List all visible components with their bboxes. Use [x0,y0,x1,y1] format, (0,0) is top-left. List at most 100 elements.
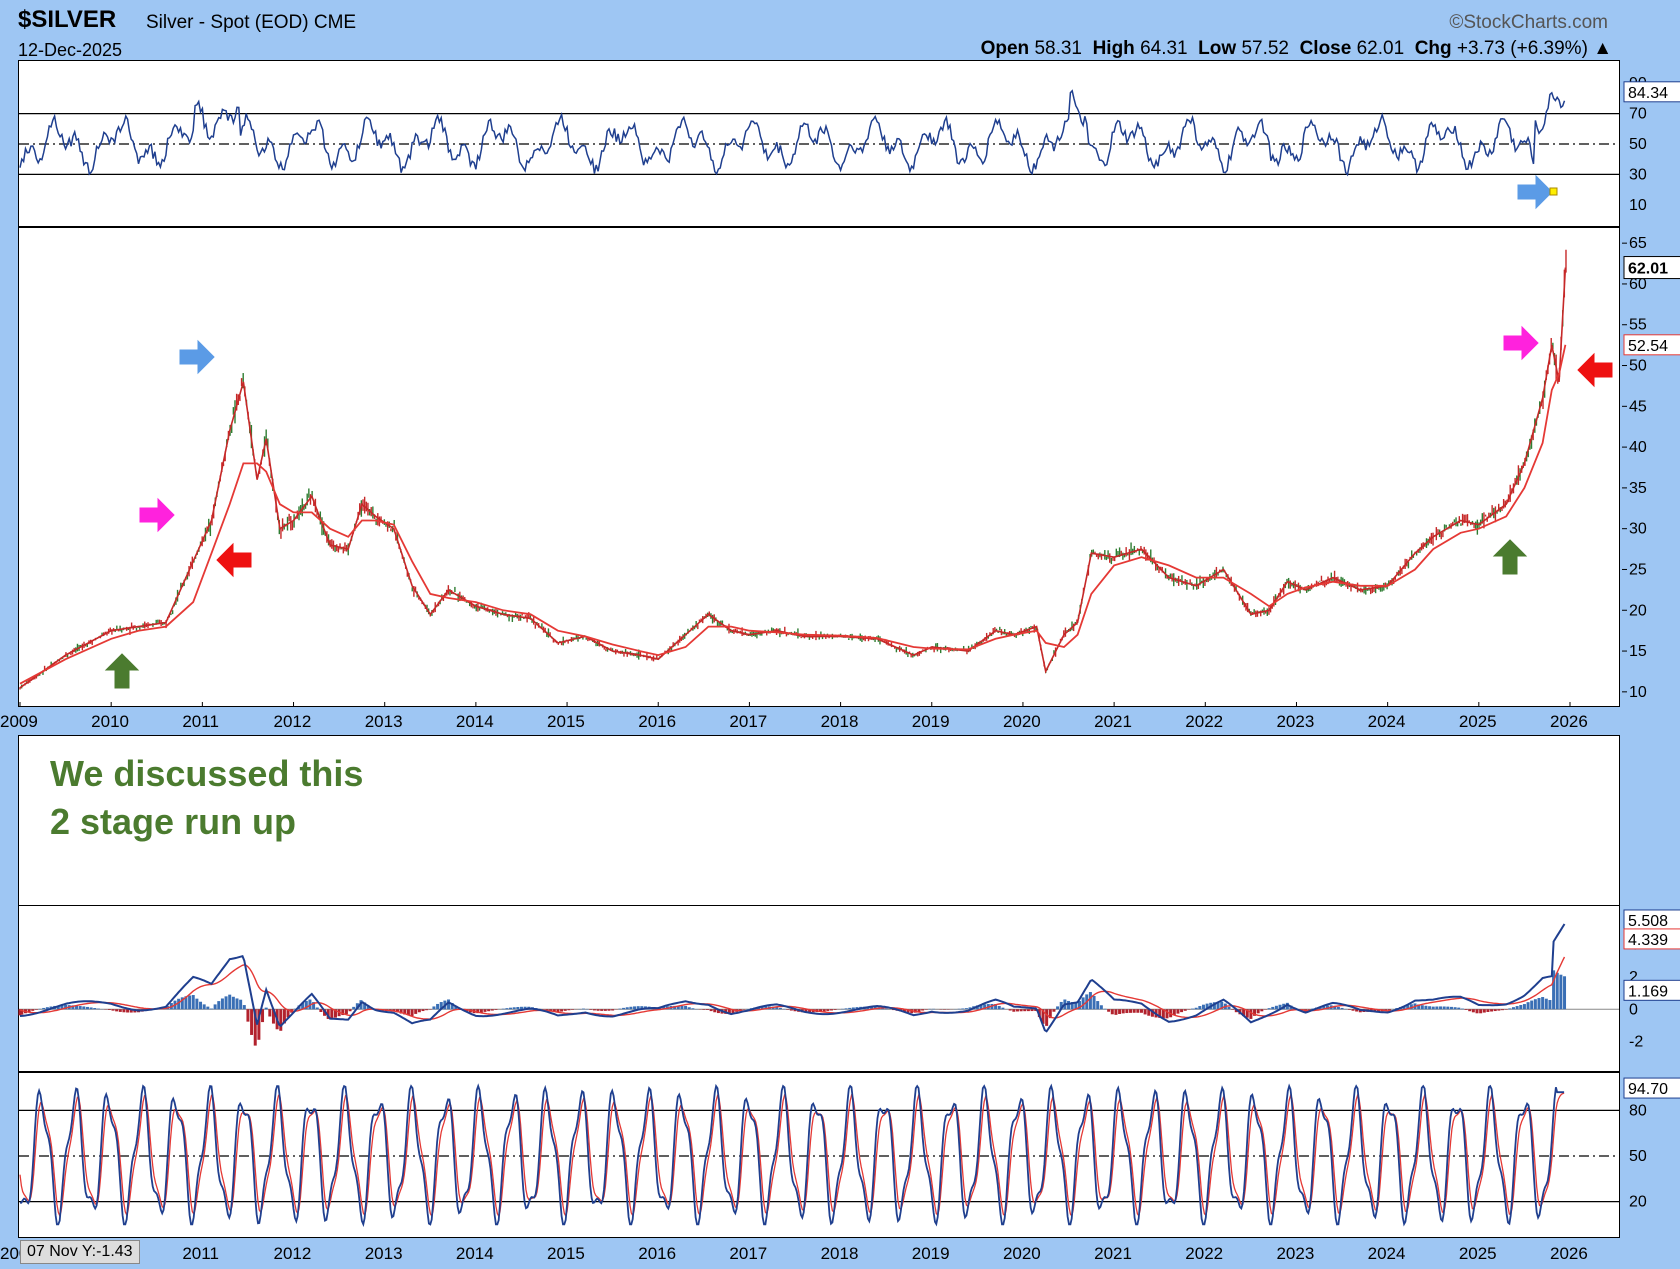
stochastic-k-line [20,1083,1565,1228]
price-ytick-label: 55 [1629,317,1647,334]
xtick-label: 2018 [821,712,859,731]
xtick-label: 2010 [91,712,129,731]
symbol-description: Silver - Spot (EOD) CME [146,12,357,33]
xtick-label: 2023 [1276,712,1314,731]
xtick-label: 2012 [274,712,312,731]
stockcharts-logo[interactable]: ©StockCharts.com [1449,12,1608,33]
bottom-xtick-label: 2020 [1003,1244,1041,1263]
bottom-xtick-label: 2018 [821,1244,859,1263]
rsi-ytick-label: 50 [1629,136,1647,153]
annotation-line-2: 2 stage run up [50,801,297,842]
chart-header: $SILVER Silver - Spot (EOD) CME 12-Dec-2… [16,4,1616,60]
price-ytick-label: 45 [1629,398,1647,415]
price-ytick-label: 60 [1629,276,1647,293]
chg-value: +3.73 (+6.39%) [1456,38,1588,59]
xtick-label: 2019 [912,712,950,731]
cursor-readout: 07 Nov Y:-1.43 [20,1240,140,1264]
xtick-label: 2020 [1003,712,1041,731]
macd-tag: 1.169 [1628,983,1668,1000]
rsi-ytick-label: 70 [1629,106,1647,123]
price-ytick-label: 15 [1629,643,1647,660]
price-ytick-label: 30 [1629,521,1647,538]
macd-ytick-label: 0 [1629,1001,1638,1018]
open-value: 58.31 [1034,38,1082,59]
ma-tag-box [1623,334,1680,356]
ma-tag: 52.54 [1628,338,1668,355]
xtick-label: 2024 [1368,712,1406,731]
price-ytick-label: 20 [1629,602,1647,619]
bottom-xtick-label: 2022 [1185,1244,1223,1263]
price-panel[interactable] [18,227,1620,707]
rsi-ytick-label: 10 [1629,197,1647,214]
price-ytick-label: 50 [1629,358,1647,375]
stochastic-tag-box [1623,1077,1680,1099]
stochastic-ytick-label: 20 [1629,1194,1647,1211]
price-ytick-label: 35 [1629,480,1647,497]
green-up-arrow-icon [1492,539,1528,575]
yellow-marker-icon [1549,187,1558,196]
green-up-arrow-icon [104,653,140,689]
macd-ytick-label: -2 [1629,1034,1643,1051]
xtick-label: 2017 [729,712,767,731]
red-left-arrow-icon [1577,352,1613,388]
chart-date: 12-Dec-2025 [18,40,123,60]
bottom-xtick-label: 2019 [912,1244,950,1263]
xtick-label: 2015 [547,712,585,731]
low-value: 57.52 [1241,38,1289,59]
low-label: Low [1198,38,1237,59]
macd-tag: 5.508 [1628,913,1668,930]
xtick-label: 2026 [1550,712,1588,731]
xtick-label: 2025 [1459,712,1497,731]
quote-summary: Open 58.31 High 64.31 Low 57.52 Close 62… [981,38,1612,60]
macd-tag: 4.339 [1628,932,1668,949]
rsi-ytick-label: 30 [1629,166,1647,183]
bottom-xtick-label: 2012 [274,1244,312,1263]
xtick-label: 2016 [638,712,676,731]
bottom-xtick-label: 2013 [365,1244,403,1263]
blue-right-arrow-icon [1517,174,1553,210]
blue-right-arrow-icon [179,339,215,375]
bottom-xtick-label: 2014 [456,1244,494,1263]
stochastic-tag: 94.70 [1628,1081,1668,1098]
annotation-text: We discussed this 2 stage run up [50,750,363,846]
high-value: 64.31 [1140,38,1188,59]
bottom-xtick-label: 2025 [1459,1244,1497,1263]
moving-average-line [19,344,1567,685]
symbol-title: $SILVER [18,6,117,33]
stochastic-ytick-label: 80 [1629,1102,1647,1119]
red-left-arrow-icon [216,542,252,578]
bottom-xtick-label: 2023 [1276,1244,1314,1263]
bottom-xtick-label: 2026 [1550,1244,1588,1263]
price-ytick-label: 40 [1629,439,1647,456]
macd-tag-box [1623,979,1680,1001]
bottom-xtick-label: 2015 [547,1244,585,1263]
macd-signal-line [19,956,1566,1020]
close-label: Close [1299,38,1352,59]
annotation-panel [18,735,1620,905]
price-close-line [19,267,1567,689]
price-ytick-label: 10 [1629,684,1647,701]
magenta-right-arrow-icon [139,497,175,533]
close-price-tag: 62.01 [1628,261,1668,278]
close-value: 62.01 [1356,38,1405,59]
rsi-tag: 84.34 [1628,85,1668,102]
rsi-line [19,89,1566,177]
bottom-xtick-label: 2017 [729,1244,767,1263]
xtick-label: 2021 [1094,712,1132,731]
xtick-label: 2014 [456,712,494,731]
xtick-label: 2011 [182,712,219,731]
annotation-line-1: We discussed this [50,753,364,794]
bottom-xtick-label: 2011 [182,1244,219,1263]
open-label: Open [980,38,1030,59]
magenta-right-arrow-icon [1503,325,1539,361]
xtick-label: 2022 [1185,712,1223,731]
stochastic-d-line [19,1092,1565,1218]
bottom-xtick-label: 2021 [1094,1244,1132,1263]
stochastic-ytick-label: 50 [1629,1148,1647,1165]
price-ytick-label: 65 [1629,235,1647,252]
macd-panel[interactable] [18,905,1620,1072]
xtick-label: 2009 [0,712,38,731]
bottom-xtick-label: 2024 [1368,1244,1406,1263]
xtick-label: 2013 [365,712,403,731]
